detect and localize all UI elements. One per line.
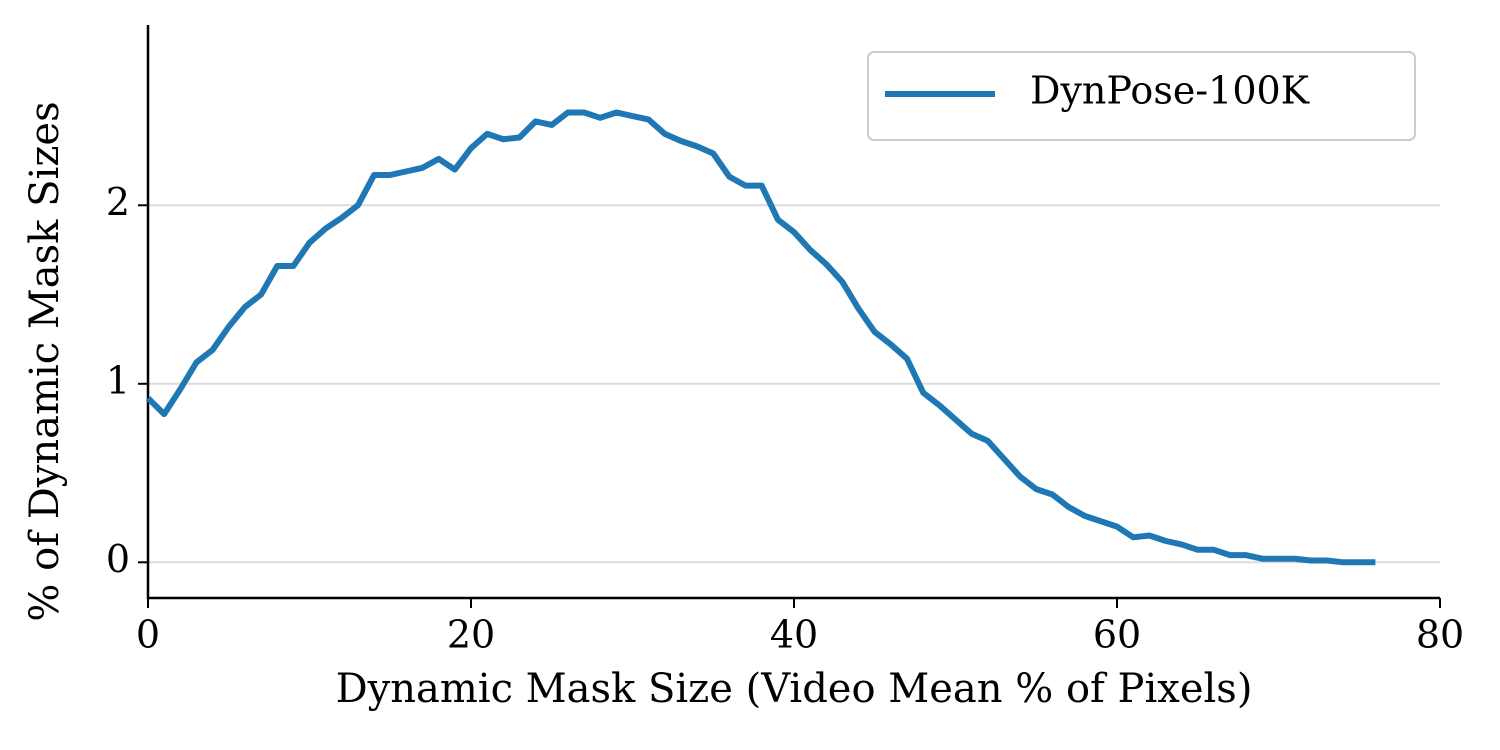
line (145, 109, 1376, 566)
x-tick-label: 60 (1093, 613, 1141, 657)
legend-label: DynPose-100K (1030, 69, 1310, 113)
legend-box (867, 51, 1416, 141)
x-tick-label: 0 (136, 613, 160, 657)
x-axis-label: Dynamic Mask Size (Video Mean % of Pixel… (336, 666, 1253, 712)
y-tick-label: 1 (106, 358, 130, 402)
y-axis-label: % of Dynamic Mask Sizes (22, 101, 68, 621)
y-tick-label: 2 (106, 180, 130, 224)
x-tick-label: 40 (770, 613, 818, 657)
y-tick-label: 0 (106, 537, 130, 581)
x-tick-label: 80 (1416, 613, 1464, 657)
x-tick-label: 20 (447, 613, 495, 657)
